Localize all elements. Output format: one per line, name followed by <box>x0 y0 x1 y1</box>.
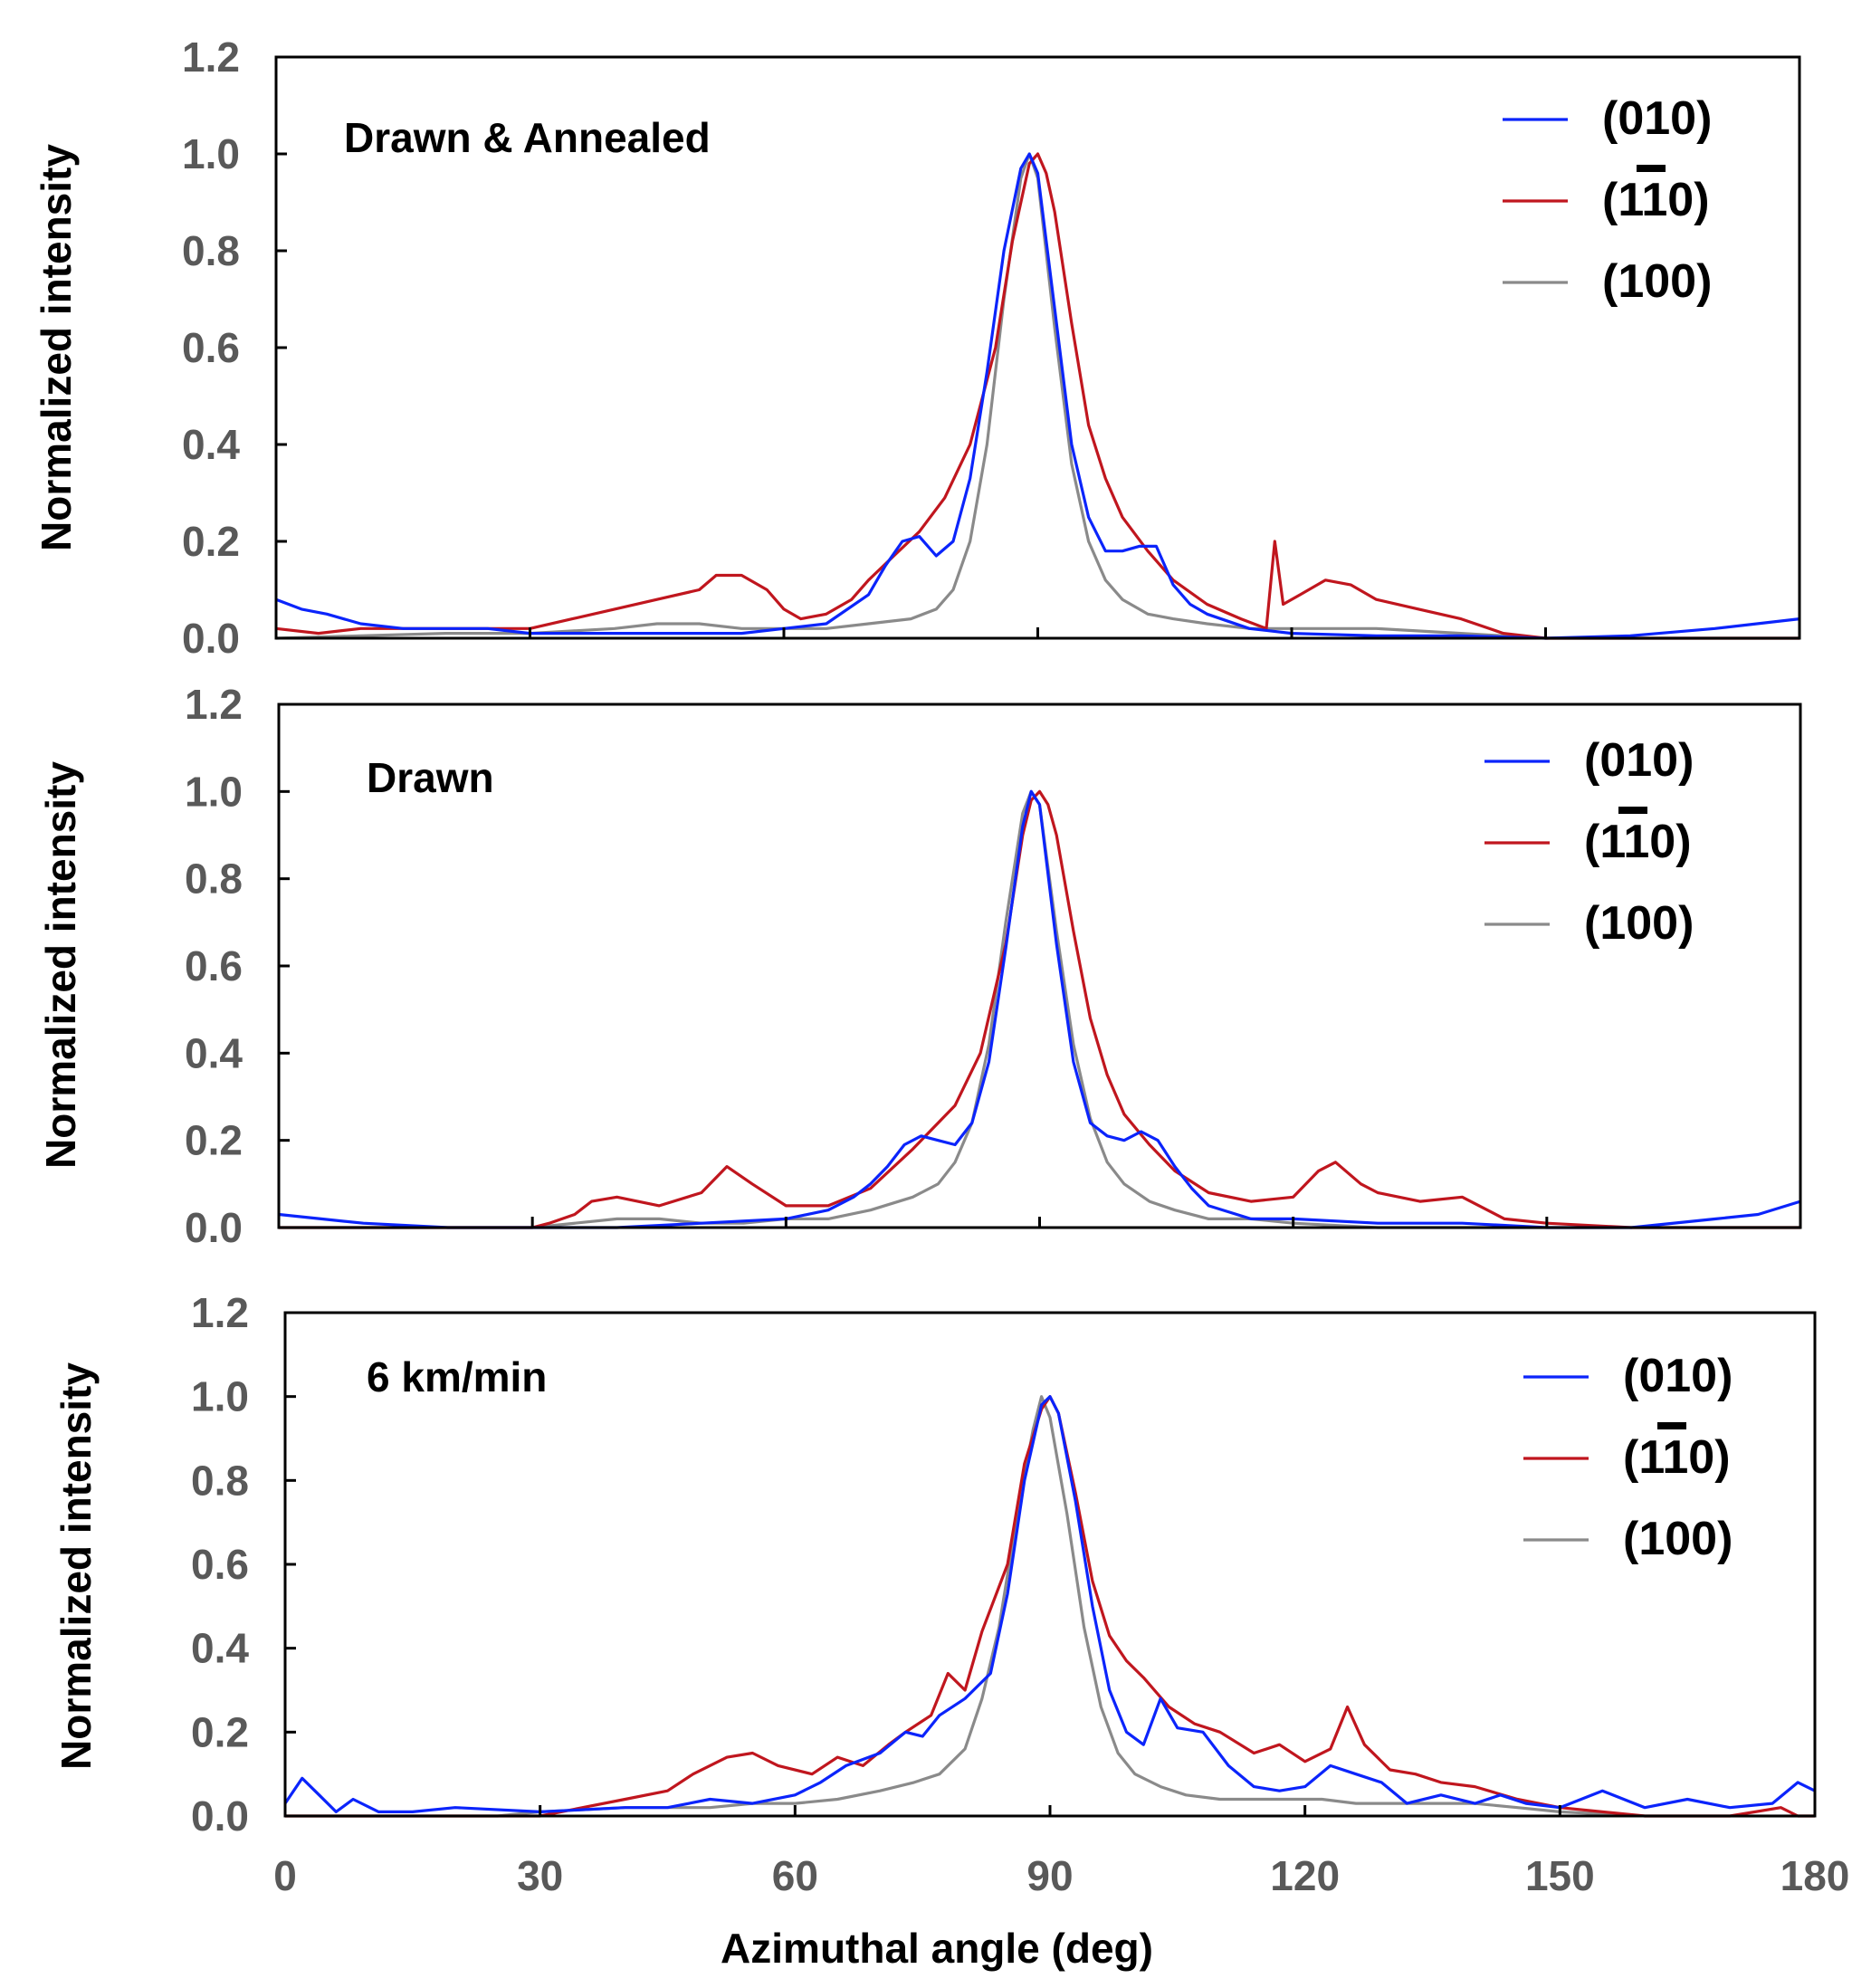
panel-label: 6 km/min <box>367 1353 547 1400</box>
plot-frame <box>277 702 1802 1229</box>
x-tick-label: 90 <box>1026 1852 1073 1899</box>
y-tick-label: 0.2 <box>185 1117 243 1164</box>
series-line-100 <box>279 789 1800 1229</box>
x-tick-label: 120 <box>1270 1852 1340 1899</box>
miller-overbar <box>1657 1422 1686 1429</box>
y-tick-label: 0.0 <box>185 1204 243 1251</box>
y-axis-title: Normalized intensity <box>53 1362 100 1770</box>
x-axis-title: Azimuthal angle (deg) <box>721 1925 1153 1972</box>
y-tick-label: 1.0 <box>185 768 243 815</box>
legend-label-110: (110) <box>1584 816 1692 868</box>
miller-overbar <box>1637 165 1666 172</box>
y-tick-label: 0.6 <box>185 942 243 989</box>
y-tick-label: 0.2 <box>191 1708 249 1755</box>
legend: (010) (110) (100) <box>1523 1350 1733 1565</box>
y-tick-label: 0.4 <box>191 1625 249 1672</box>
y-tick-label: 0.8 <box>182 227 240 274</box>
series-line-010 <box>278 789 1801 1229</box>
series-line-110 <box>285 1395 1815 1818</box>
y-axis-title: Normalized intensity <box>37 761 84 1169</box>
legend-label-010: (010) <box>1602 92 1712 145</box>
legend-label-010: (010) <box>1623 1350 1733 1402</box>
y-tick-label: 1.2 <box>182 33 240 81</box>
x-tick-label: 150 <box>1525 1852 1595 1899</box>
legend: (010) (110) (100) <box>1484 734 1694 950</box>
legend-label-100: (100) <box>1623 1513 1733 1565</box>
series-line-110 <box>279 789 1800 1229</box>
y-tick-label: 0.6 <box>191 1541 249 1588</box>
y-tick-label: 0.0 <box>182 615 240 662</box>
y-tick-label: 1.0 <box>191 1373 249 1420</box>
x-tick-label: 30 <box>517 1852 563 1899</box>
y-tick-label: 0.6 <box>182 324 240 371</box>
legend-label-110: (110) <box>1602 174 1710 226</box>
y-tick-label: 0.8 <box>191 1457 249 1504</box>
y-tick-label: 0.4 <box>182 421 240 468</box>
series-line-010 <box>283 1395 1816 1814</box>
y-tick-label: 0.8 <box>185 855 243 903</box>
panel-label: Drawn & Annealed <box>344 114 711 161</box>
panel-6km-min: 0.0 0.2 0.4 0.6 0.8 1.0 1.2 6 km/min (010) (110… <box>53 1289 1849 1899</box>
panel-label: Drawn <box>367 754 494 801</box>
series-line-110 <box>275 152 1799 640</box>
y-tick-label: 0.2 <box>182 518 240 565</box>
series-line-100 <box>275 152 1799 640</box>
y-tick-label: 1.0 <box>182 130 240 177</box>
panel-drawn-annealed: 0.0 0.2 0.4 0.6 0.8 1.0 1.2 Drawn & Annealed (… <box>33 33 1801 662</box>
series-line-100 <box>285 1395 1815 1818</box>
legend: (010) (110) (100) <box>1503 92 1712 308</box>
y-tick-label: 1.2 <box>191 1289 249 1336</box>
x-tick-label: 180 <box>1780 1852 1850 1899</box>
y-tick-label: 0.4 <box>185 1029 243 1076</box>
legend-label-100: (100) <box>1602 255 1712 308</box>
legend-label-110: (110) <box>1623 1431 1731 1484</box>
series-line-010 <box>275 152 1800 640</box>
y-tick-label: 0.0 <box>191 1792 249 1840</box>
legend-label-010: (010) <box>1584 734 1694 787</box>
panel-drawn: 0.0 0.2 0.4 0.6 0.8 1.0 1.2 Drawn (010) (110) (1… <box>37 681 1802 1251</box>
miller-overbar <box>1618 807 1647 814</box>
x-tick-label: 60 <box>772 1852 818 1899</box>
y-tick-label: 1.2 <box>185 681 243 728</box>
y-axis-title: Normalized intensity <box>33 144 80 551</box>
legend-label-100: (100) <box>1584 897 1694 950</box>
x-tick-label: 0 <box>273 1852 297 1899</box>
